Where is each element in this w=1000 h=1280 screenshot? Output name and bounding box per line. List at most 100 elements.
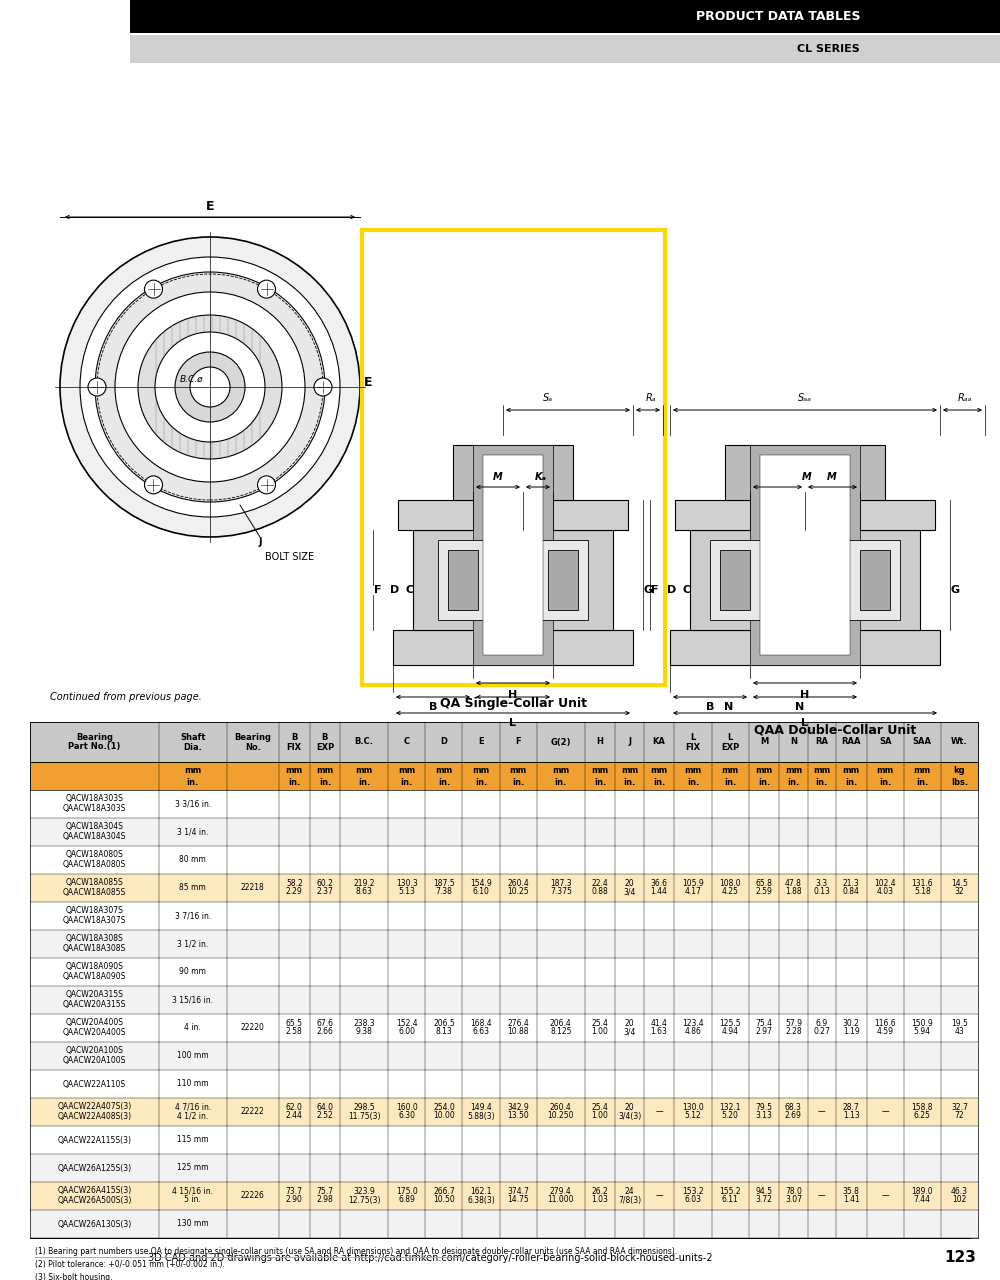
Text: 8.13: 8.13 [436, 1028, 452, 1037]
Text: Shaft: Shaft [180, 732, 205, 741]
Text: G: G [950, 585, 960, 595]
Text: in.: in. [555, 778, 567, 787]
Text: 206.5: 206.5 [433, 1019, 455, 1028]
Text: C: C [683, 585, 691, 595]
Circle shape [314, 378, 332, 396]
Text: 2.28: 2.28 [785, 1028, 802, 1037]
Text: 6.63: 6.63 [473, 1028, 490, 1037]
Text: mm: mm [650, 765, 668, 774]
Text: QAACW20A315S: QAACW20A315S [63, 1000, 126, 1009]
Text: 2.69: 2.69 [785, 1111, 802, 1120]
Text: 19.5: 19.5 [951, 1019, 968, 1028]
Text: 7/8(3): 7/8(3) [618, 1196, 641, 1204]
Bar [30, 957, 978, 986]
Text: 3.3: 3.3 [816, 878, 828, 887]
Text: 125 mm: 125 mm [177, 1164, 208, 1172]
Text: L: L [802, 718, 808, 728]
Text: 64.0: 64.0 [316, 1102, 333, 1111]
Text: 4.17: 4.17 [685, 887, 701, 896]
Text: B.C.ø: B.C.ø [180, 375, 204, 384]
Text: 342.9: 342.9 [507, 1102, 529, 1111]
Text: N: N [795, 701, 805, 712]
Text: 4 15/16 in.: 4 15/16 in. [172, 1187, 213, 1196]
Text: 94.5: 94.5 [755, 1187, 772, 1196]
Text: 168.4: 168.4 [470, 1019, 492, 1028]
Text: 75.4: 75.4 [755, 1019, 772, 1028]
Text: 60.2: 60.2 [316, 878, 333, 887]
Circle shape [138, 315, 282, 460]
Bar [860, 550, 890, 611]
Text: 22220: 22220 [241, 1024, 265, 1033]
Text: M: M [493, 472, 503, 483]
Text: QAACW18A090S: QAACW18A090S [63, 972, 126, 980]
Text: QACW20A100S: QACW20A100S [66, 1047, 123, 1056]
Text: 3 3/16 in.: 3 3/16 in. [175, 800, 211, 809]
Text: 6.03: 6.03 [684, 1196, 701, 1204]
Text: 6.38(3): 6.38(3) [467, 1196, 495, 1204]
Text: 132.1: 132.1 [719, 1102, 741, 1111]
Text: H: H [597, 737, 604, 746]
Text: EXP: EXP [316, 742, 334, 751]
Bar [393, 630, 633, 666]
Text: QACW18A080S: QACW18A080S [66, 850, 123, 859]
Text: 276.4: 276.4 [507, 1019, 529, 1028]
Text: mm: mm [184, 765, 201, 774]
Text: Sₐ: Sₐ [543, 393, 553, 403]
Text: 3 7/16 in.: 3 7/16 in. [175, 911, 211, 920]
Text: QAACW18A308S: QAACW18A308S [63, 943, 126, 952]
Text: 2.37: 2.37 [316, 887, 333, 896]
Text: 12.75(3): 12.75(3) [348, 1196, 380, 1204]
Text: in.: in. [758, 778, 770, 787]
Text: 11.75(3): 11.75(3) [348, 1111, 380, 1120]
Text: QACW18A085S: QACW18A085S [66, 878, 123, 887]
Text: 130 mm: 130 mm [177, 1220, 209, 1229]
Text: in.: in. [288, 778, 300, 787]
Text: D: D [667, 585, 677, 595]
Text: 9.38: 9.38 [356, 1028, 373, 1037]
Text: 130.3: 130.3 [396, 878, 418, 887]
Bar [30, 902, 978, 931]
Text: 3.13: 3.13 [755, 1111, 772, 1120]
Bar [453, 445, 573, 500]
Text: 2.58: 2.58 [286, 1028, 303, 1037]
Text: 3/4: 3/4 [623, 1028, 636, 1037]
Text: 154.9: 154.9 [470, 878, 492, 887]
Text: 73.7: 73.7 [286, 1187, 303, 1196]
Bar [30, 846, 978, 874]
Text: Bearing: Bearing [76, 732, 113, 741]
Text: FIX: FIX [287, 742, 302, 751]
Text: 6.10: 6.10 [473, 887, 490, 896]
Text: mm: mm [721, 765, 739, 774]
Text: 374.7: 374.7 [507, 1187, 529, 1196]
Text: in.: in. [787, 778, 800, 787]
Text: 3 1/4 in.: 3 1/4 in. [177, 827, 208, 837]
Text: EXP: EXP [721, 742, 739, 751]
Text: 0.84: 0.84 [843, 887, 860, 896]
Text: 8.125: 8.125 [550, 1028, 572, 1037]
Text: 26.2: 26.2 [592, 1187, 608, 1196]
Text: 6.30: 6.30 [398, 1111, 415, 1120]
Text: E: E [206, 201, 214, 214]
Text: 260.4: 260.4 [550, 1102, 572, 1111]
Text: 3 1/2 in.: 3 1/2 in. [177, 940, 208, 948]
Text: 28.7: 28.7 [843, 1102, 860, 1111]
Text: 7.44: 7.44 [914, 1196, 931, 1204]
Text: B: B [291, 732, 297, 741]
Bar [30, 1181, 978, 1210]
Text: QAACW18A080S: QAACW18A080S [63, 859, 126, 869]
Text: 1.19: 1.19 [843, 1028, 860, 1037]
Text: 123.4: 123.4 [682, 1019, 704, 1028]
Text: —: — [655, 1107, 663, 1116]
Text: M: M [760, 737, 768, 746]
Text: QAACW26A500S(3): QAACW26A500S(3) [57, 1196, 132, 1204]
Text: 102.4: 102.4 [874, 878, 896, 887]
Bar [362, 230, 665, 685]
Text: 65.8: 65.8 [755, 878, 772, 887]
Bar [670, 630, 940, 666]
Text: 110 mm: 110 mm [177, 1079, 208, 1088]
Text: 116.6: 116.6 [874, 1019, 896, 1028]
Text: in.: in. [916, 778, 928, 787]
Text: 20: 20 [625, 878, 634, 887]
Text: mm: mm [552, 765, 569, 774]
Text: CL SERIES: CL SERIES [797, 44, 860, 54]
